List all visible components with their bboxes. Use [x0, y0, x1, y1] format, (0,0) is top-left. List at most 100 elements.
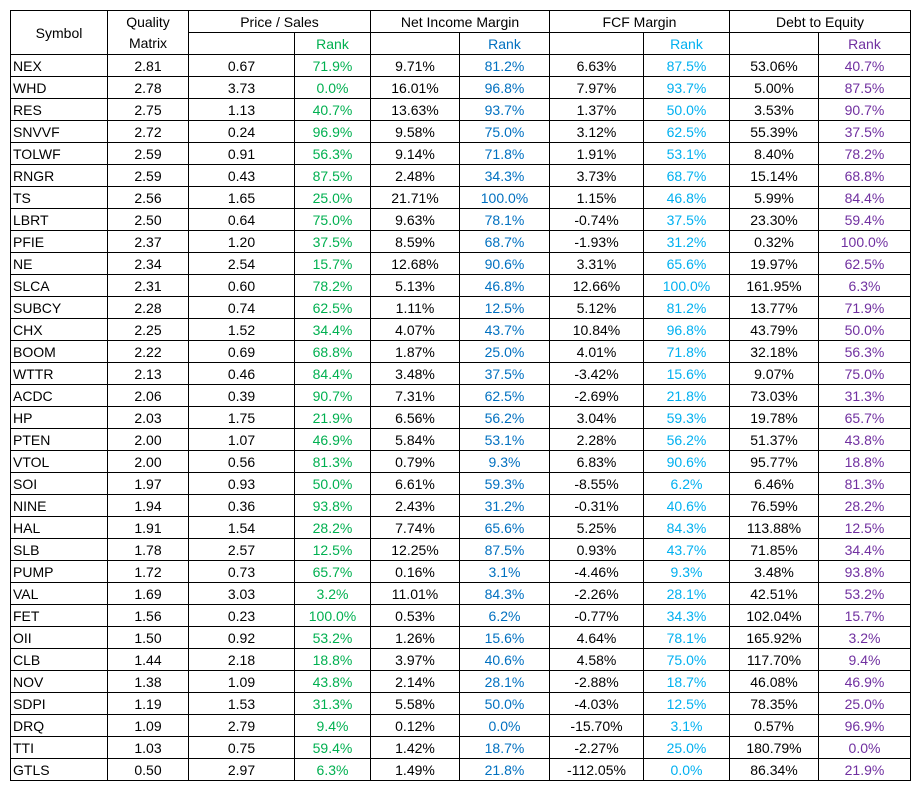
quality-cell: 1.03: [107, 736, 189, 759]
rank-cell: 56.2%: [643, 428, 730, 451]
value-cell: 0.16%: [370, 560, 460, 583]
data-row: FET 1.56 0.23 100.0% 0.53% 6.2% -0.77% 34.3% 102…: [10, 604, 911, 627]
rank-cell: 56.3%: [294, 142, 371, 165]
value-cell: 0.24: [188, 120, 295, 143]
value-cell: 1.20: [188, 230, 295, 253]
value-cell: -4.03%: [549, 692, 644, 715]
value-cell: 7.74%: [370, 516, 460, 539]
value-cell: 0.67: [188, 54, 295, 77]
value-cell: 13.77%: [729, 296, 819, 319]
empty-subheader: [549, 32, 644, 55]
value-cell: 95.77%: [729, 450, 819, 473]
symbol-cell: VTOL: [10, 450, 108, 473]
value-cell: 2.28%: [549, 428, 644, 451]
value-cell: 2.48%: [370, 164, 460, 187]
rank-cell: 71.8%: [459, 142, 550, 165]
column-header: FCF Margin: [549, 10, 730, 33]
data-row: SUBCY 2.28 0.74 62.5% 1.11% 12.5% 5.12% 81.2% 13…: [10, 296, 911, 319]
data-row: PUMP 1.72 0.73 65.7% 0.16% 3.1% -4.46% 9.3% 3.48…: [10, 560, 911, 583]
value-cell: 2.54: [188, 252, 295, 275]
quality-cell: 1.50: [107, 626, 189, 649]
data-row: NINE 1.94 0.36 93.8% 2.43% 31.2% -0.31% 40.6% 76…: [10, 494, 911, 517]
rank-cell: 84.3%: [643, 516, 730, 539]
data-row: SDPI 1.19 1.53 31.3% 5.58% 50.0% -4.03% 12.5% 78…: [10, 692, 911, 715]
rank-cell: 43.8%: [294, 670, 371, 693]
value-cell: 3.97%: [370, 648, 460, 671]
value-cell: 0.53%: [370, 604, 460, 627]
value-cell: 0.69: [188, 340, 295, 363]
rank-cell: 15.6%: [459, 626, 550, 649]
value-cell: 0.12%: [370, 714, 460, 737]
symbol-cell: TS: [10, 186, 108, 209]
symbol-cell: GTLS: [10, 758, 108, 781]
rank-cell: 37.5%: [643, 208, 730, 231]
value-cell: 2.79: [188, 714, 295, 737]
value-cell: 43.79%: [729, 318, 819, 341]
symbol-cell: WHD: [10, 76, 108, 99]
value-cell: 0.74: [188, 296, 295, 319]
rank-cell: 84.4%: [294, 362, 371, 385]
quality-cell: 1.44: [107, 648, 189, 671]
value-cell: 12.68%: [370, 252, 460, 275]
data-row: SNVVF 2.72 0.24 96.9% 9.58% 75.0% 3.12% 62.5% 55…: [10, 120, 911, 143]
rank-cell: 68.8%: [818, 164, 911, 187]
value-cell: 180.79%: [729, 736, 819, 759]
value-cell: 5.12%: [549, 296, 644, 319]
rank-cell: 46.8%: [459, 274, 550, 297]
value-cell: 102.04%: [729, 604, 819, 627]
rank-cell: 15.6%: [643, 362, 730, 385]
rank-cell: 28.2%: [294, 516, 371, 539]
value-cell: 1.75: [188, 406, 295, 429]
value-cell: 3.53%: [729, 98, 819, 121]
value-cell: 73.03%: [729, 384, 819, 407]
column-header: Debt to Equity: [729, 10, 911, 33]
rank-cell: 71.8%: [643, 340, 730, 363]
value-cell: 23.30%: [729, 208, 819, 231]
rank-cell: 62.5%: [459, 384, 550, 407]
rank-cell: 56.3%: [818, 340, 911, 363]
rank-cell: 31.2%: [643, 230, 730, 253]
rank-cell: 81.3%: [818, 472, 911, 495]
rank-cell: 46.9%: [294, 428, 371, 451]
rank-cell: 53.1%: [643, 142, 730, 165]
data-row: PFIE 2.37 1.20 37.5% 8.59% 68.7% -1.93% 31.2% 0.…: [10, 230, 911, 253]
rank-cell: 53.2%: [294, 626, 371, 649]
value-cell: 4.64%: [549, 626, 644, 649]
value-cell: 19.97%: [729, 252, 819, 275]
value-cell: 2.43%: [370, 494, 460, 517]
rank-cell: 56.2%: [459, 406, 550, 429]
data-row: LBRT 2.50 0.64 75.0% 9.63% 78.1% -0.74% 37.5% 23…: [10, 208, 911, 231]
symbol-cell: LBRT: [10, 208, 108, 231]
data-row: VAL 1.69 3.03 3.2% 11.01% 84.3% -2.26% 28.1% 42.…: [10, 582, 911, 605]
value-cell: 15.14%: [729, 164, 819, 187]
data-row: TTI 1.03 0.75 59.4% 1.42% 18.7% -2.27% 25.0% 180…: [10, 736, 911, 759]
quality-cell: 2.59: [107, 164, 189, 187]
rank-cell: 62.5%: [294, 296, 371, 319]
value-cell: 1.91%: [549, 142, 644, 165]
rank-cell: 96.8%: [459, 76, 550, 99]
rank-cell: 0.0%: [459, 714, 550, 737]
value-cell: 1.52: [188, 318, 295, 341]
quality-cell: 2.50: [107, 208, 189, 231]
symbol-cell: WTTR: [10, 362, 108, 385]
rank-cell: 18.7%: [643, 670, 730, 693]
rank-cell: 75.0%: [643, 648, 730, 671]
value-cell: 1.87%: [370, 340, 460, 363]
data-row: SLB 1.78 2.57 12.5% 12.25% 87.5% 0.93% 43.7% 71.…: [10, 538, 911, 561]
symbol-cell: FET: [10, 604, 108, 627]
rank-cell: 43.7%: [459, 318, 550, 341]
value-cell: 86.34%: [729, 758, 819, 781]
value-cell: 2.97: [188, 758, 295, 781]
value-cell: 6.61%: [370, 472, 460, 495]
rank-cell: 40.7%: [818, 54, 911, 77]
value-cell: 1.15%: [549, 186, 644, 209]
rank-cell: 25.0%: [459, 340, 550, 363]
rank-cell: 65.6%: [643, 252, 730, 275]
rank-cell: 37.5%: [459, 362, 550, 385]
empty-subheader: [188, 32, 295, 55]
value-cell: 55.39%: [729, 120, 819, 143]
data-row: WHD 2.78 3.73 0.0% 16.01% 96.8% 7.97% 93.7% 5.00…: [10, 76, 911, 99]
quality-cell: 2.56: [107, 186, 189, 209]
value-cell: 0.93%: [549, 538, 644, 561]
rank-cell: 15.7%: [818, 604, 911, 627]
